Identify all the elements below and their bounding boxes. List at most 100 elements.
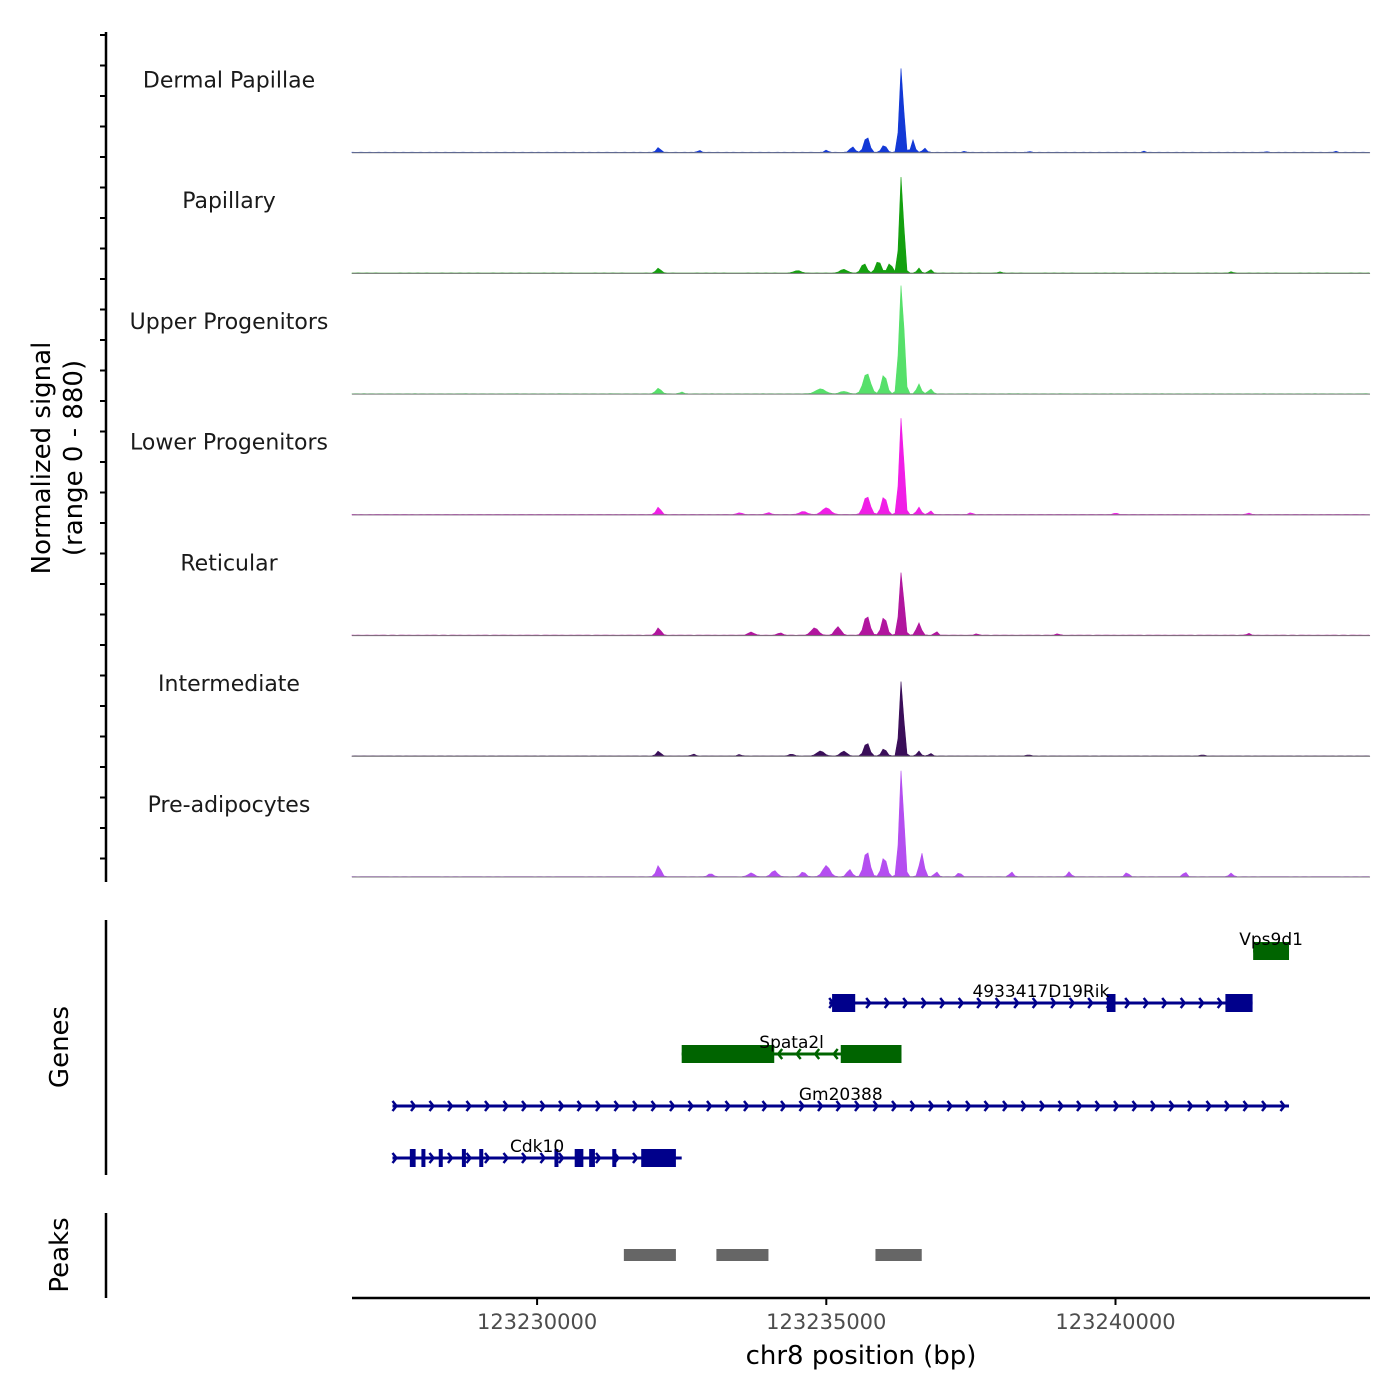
gene-exon [1253,942,1290,960]
strand-arrow [976,997,983,1009]
strand-arrow [465,1152,473,1164]
strand-arrow [410,1100,417,1112]
gene-exon [832,994,856,1012]
strand-arrow [632,1100,639,1112]
strand-arrow [428,1152,436,1164]
strand-arrow [632,1152,639,1164]
genes-axis-title: Genes [45,1006,75,1088]
track-label: Upper Progenitors [130,310,329,335]
strand-arrow [865,997,872,1009]
gene-exon [1106,994,1116,1012]
strand-arrow [1113,1100,1120,1112]
gene-vps9d1: Vps9d1 [1239,930,1303,960]
gene-exon [612,1149,617,1167]
gene-exon [421,1149,426,1167]
strand-arrow [650,1100,658,1112]
track-reticular: Reticular [180,551,1371,637]
gene-exon [1225,994,1253,1012]
track-label: Dermal Papillae [143,69,315,94]
strand-arrow [1261,1100,1268,1112]
strand-arrow [1068,997,1076,1009]
strand-arrow [428,1100,436,1112]
strand-arrow [1131,1100,1139,1112]
gene-gm20388: Gm20388 [391,1085,1290,1112]
strand-arrow [891,1100,898,1112]
strand-arrow [1161,997,1168,1009]
signal-y-ticks [100,34,106,860]
x-tick-label: 123240000 [1055,1310,1175,1334]
strand-arrow [595,1152,602,1164]
strand-arrow [854,1100,861,1112]
strand-arrow [939,997,946,1009]
strand-arrow [994,997,1002,1009]
strand-arrow [1013,997,1020,1009]
strand-arrow [1124,997,1131,1009]
strand-arrow [1076,1100,1083,1112]
strand-arrow [909,1100,917,1112]
strand-arrow [1050,997,1057,1009]
strand-arrow [669,1100,676,1112]
gene-exon [554,1149,559,1167]
strand-arrow [558,1152,565,1164]
gene-exon [589,1149,595,1167]
track-pre-adipocytes: Pre-adipocytes [148,770,1371,878]
strand-arrow [776,1048,784,1060]
strand-arrow [447,1152,454,1164]
strand-arrow [613,1100,621,1112]
gene-spata2l: Spata2l [681,1033,902,1063]
track-lower-progenitors: Lower Progenitors [130,418,1371,516]
track-label: Intermediate [158,672,300,697]
gene-label: Spata2l [759,1033,824,1053]
peaks-axis-title: Peaks [45,1217,75,1292]
strand-arrow [946,1100,954,1112]
strand-arrow [883,997,891,1009]
gene-exon [681,1045,775,1063]
signal-tracks: Dermal Papillae Papillary Upper Progenitor… [130,68,1371,878]
gene-exon [574,1149,584,1167]
strand-arrow [687,1100,695,1112]
strand-arrow [1279,1100,1287,1112]
track-label: Papillary [182,189,276,214]
gene-cdk10: Cdk10 [391,1137,682,1167]
strand-arrow [1224,1100,1231,1112]
strand-arrow [502,1152,510,1164]
strand-arrow [576,1100,584,1112]
strand-arrow [484,1152,491,1164]
strand-arrow [539,1152,547,1164]
gene-exon [461,1149,466,1167]
strand-arrow [484,1100,491,1112]
strand-arrow [798,1100,806,1112]
strand-arrow [920,997,928,1009]
strand-arrow [1020,1100,1028,1112]
strand-arrow [872,1100,880,1112]
strand-arrow [817,1100,824,1112]
strand-arrow [813,1048,821,1060]
strand-arrow [1039,1100,1046,1112]
strand-arrow [1179,997,1187,1009]
track-label: Lower Progenitors [130,431,328,456]
strand-arrow [1094,1100,1102,1112]
strand-arrow [502,1100,510,1112]
strand-arrow [521,1100,528,1112]
gene-exon [641,1149,676,1167]
track-papillary: Papillary [182,176,1371,274]
strand-arrow [391,1100,399,1112]
strand-arrow [832,1048,839,1060]
strand-arrow [965,1100,972,1112]
strand-arrow [521,1152,528,1164]
peak-region [623,1249,676,1261]
gene-exon [438,1149,443,1167]
gene-exon [840,1045,902,1063]
gene-exon [409,1149,416,1167]
strand-arrow [1002,1100,1009,1112]
strand-arrow [391,1152,399,1164]
strand-arrow [1057,1100,1065,1112]
strand-arrow [539,1100,547,1112]
peak-region [716,1249,769,1261]
track-label: Reticular [180,551,278,576]
strand-arrow [465,1100,473,1112]
strand-arrow [1168,1100,1176,1112]
strand-arrow [724,1100,732,1112]
strand-arrow [1087,997,1094,1009]
